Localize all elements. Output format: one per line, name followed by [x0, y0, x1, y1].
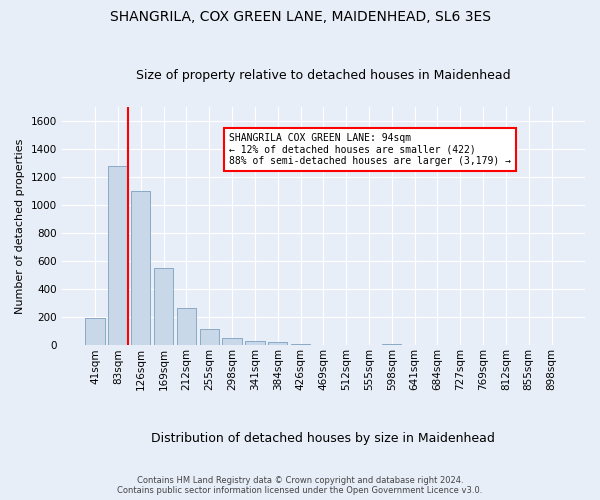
Bar [245, 341, 265, 345]
Bar [223, 338, 242, 345]
Text: Contains HM Land Registry data © Crown copyright and database right 2024.
Contai: Contains HM Land Registry data © Crown c… [118, 476, 482, 495]
Bar [382, 344, 401, 345]
Bar [268, 342, 287, 345]
Bar [291, 344, 310, 345]
Bar [154, 268, 173, 345]
Y-axis label: Number of detached properties: Number of detached properties [15, 138, 25, 314]
Title: Size of property relative to detached houses in Maidenhead: Size of property relative to detached ho… [136, 69, 511, 82]
Text: SHANGRILA, COX GREEN LANE, MAIDENHEAD, SL6 3ES: SHANGRILA, COX GREEN LANE, MAIDENHEAD, S… [110, 10, 491, 24]
Text: SHANGRILA COX GREEN LANE: 94sqm
← 12% of detached houses are smaller (422)
88% o: SHANGRILA COX GREEN LANE: 94sqm ← 12% of… [229, 133, 511, 166]
Bar [200, 328, 219, 345]
Bar [85, 318, 105, 345]
Bar [108, 166, 128, 346]
Bar [177, 308, 196, 346]
Bar [131, 191, 151, 346]
X-axis label: Distribution of detached houses by size in Maidenhead: Distribution of detached houses by size … [151, 432, 495, 445]
